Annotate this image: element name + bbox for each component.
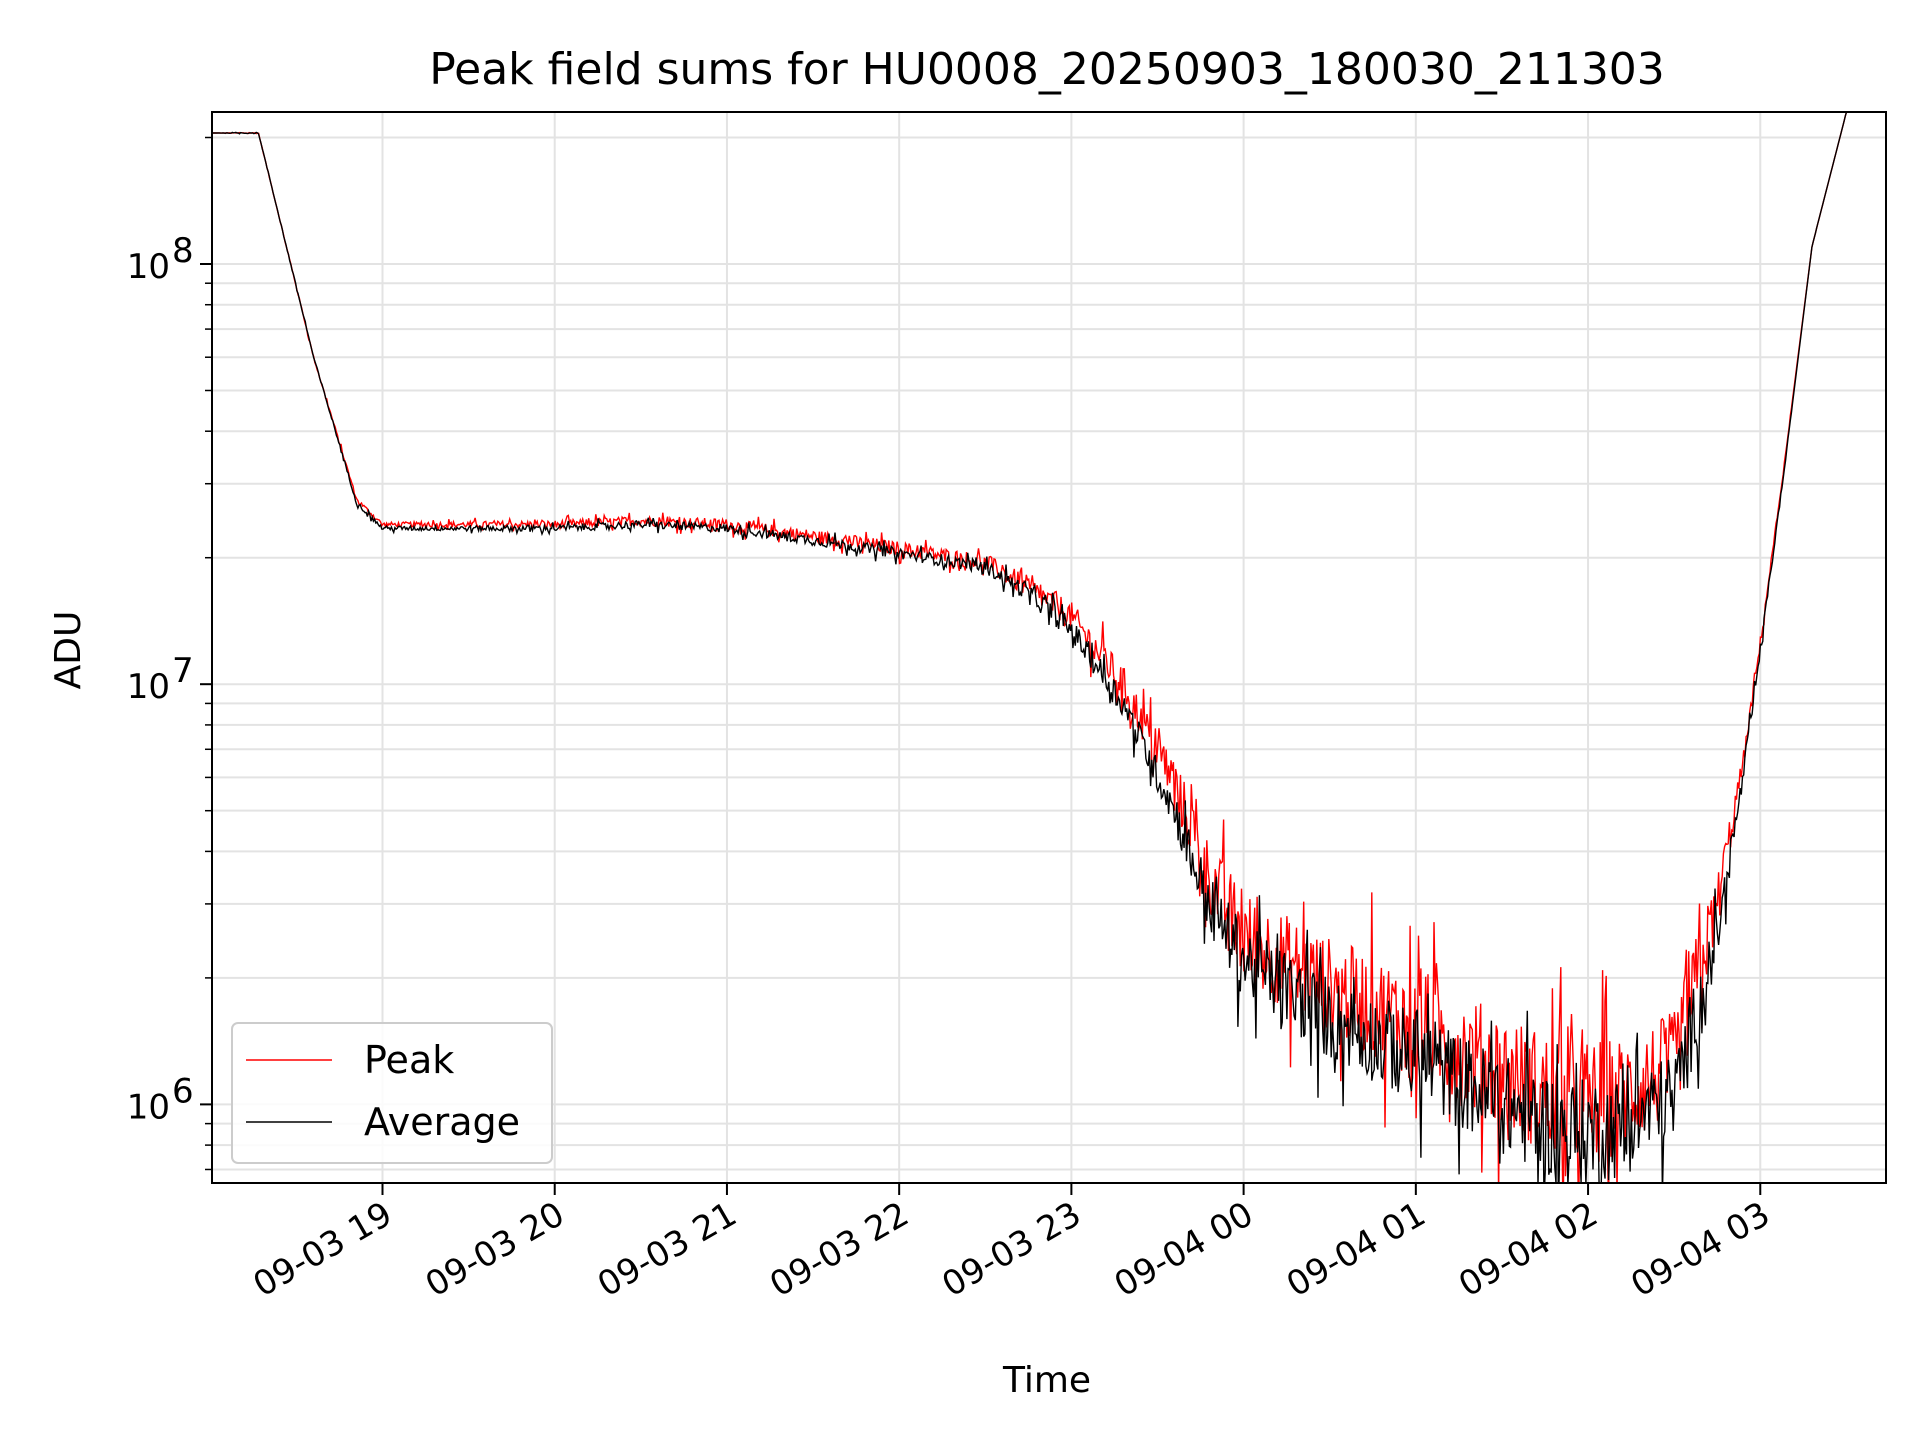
x-axis-label: Time bbox=[1002, 1360, 1091, 1401]
y-tick-exponent: 8 bbox=[172, 231, 194, 271]
x-tick-label: 09-04 02 bbox=[1452, 1194, 1604, 1305]
y-tick-label: 10 bbox=[127, 1087, 170, 1127]
x-tick-label: 09-03 23 bbox=[935, 1194, 1087, 1305]
axes-frame bbox=[211, 111, 1887, 1184]
legend: Peak Average bbox=[231, 1022, 553, 1164]
chart-title: Peak field sums for HU0008_20250903_1800… bbox=[429, 44, 1665, 95]
y-tick-label: 10 bbox=[127, 247, 170, 287]
legend-box bbox=[231, 1022, 553, 1164]
x-tick-label: 09-03 20 bbox=[419, 1194, 571, 1305]
y-tick-exponent: 7 bbox=[172, 651, 194, 691]
legend-label-peak: Peak bbox=[364, 1038, 454, 1082]
y-tick-exponent: 6 bbox=[172, 1071, 194, 1111]
x-tick-label: 09-04 00 bbox=[1108, 1194, 1260, 1305]
x-tick-label: 09-03 21 bbox=[591, 1194, 743, 1305]
series-line-peak bbox=[212, 112, 1886, 1183]
series-line-average bbox=[212, 112, 1886, 1183]
series-layer bbox=[212, 112, 1886, 1183]
legend-label-average: Average bbox=[364, 1100, 520, 1144]
x-tick-label: 09-03 22 bbox=[763, 1194, 915, 1305]
x-ticks: 09-03 19 09-03 20 09-03 21 09-03 22 09-03 23… bbox=[247, 1183, 1777, 1305]
x-tick-label: 09-04 01 bbox=[1280, 1194, 1432, 1305]
x-tick-label: 09-04 03 bbox=[1624, 1194, 1776, 1305]
x-tick-label: 09-03 19 bbox=[247, 1194, 399, 1305]
y-tick-label: 10 bbox=[127, 667, 170, 707]
y-axis-label: ADU bbox=[48, 611, 89, 690]
